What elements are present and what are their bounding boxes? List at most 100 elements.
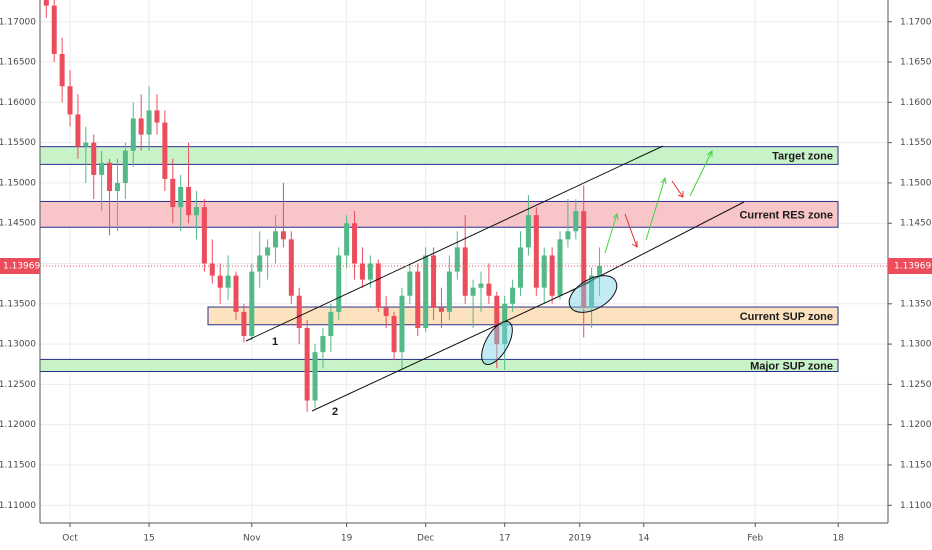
candle-body [541, 255, 547, 288]
candle-body [209, 263, 215, 276]
arrow [671, 180, 684, 198]
y-tick-label-left: 1.16500 [0, 58, 36, 68]
candle-body [438, 307, 444, 312]
annotation: 1 [272, 336, 278, 348]
candle-body [494, 295, 500, 345]
candle-body [352, 223, 358, 264]
candle-body [249, 271, 255, 337]
zone [40, 146, 839, 165]
candle-body [99, 162, 105, 175]
x-tick-label: 14 [638, 534, 650, 544]
trend-line [311, 281, 591, 412]
candle-body [138, 118, 144, 135]
candle-body [589, 275, 595, 308]
candles [43, 0, 603, 412]
trend-line [245, 145, 664, 342]
candle-body [486, 283, 492, 296]
candle-body [280, 231, 286, 240]
candle-body [217, 275, 223, 288]
y-tick-label: 1.13500 [900, 299, 932, 309]
candle-body [130, 118, 136, 151]
x-tick-label: Oct [62, 534, 78, 544]
candle-body [233, 275, 239, 312]
candle-body [399, 295, 405, 353]
zones [40, 146, 839, 372]
candle-body [518, 247, 524, 288]
candle-body [383, 307, 389, 316]
zone [207, 306, 839, 326]
candle-body [59, 53, 65, 87]
x-tick-label: Dec [417, 534, 434, 544]
y-tick-label-left: 1.15500 [0, 138, 36, 148]
candle-body [407, 271, 413, 296]
zone-label: Major SUP zone [750, 360, 833, 372]
candle-body [581, 211, 587, 308]
y-tick-label: 1.13000 [900, 340, 932, 350]
x-tick-label: Nov [243, 534, 261, 544]
y-tick-label-left: 1.11500 [0, 460, 36, 470]
candle-body [91, 142, 97, 175]
candle-body [288, 239, 294, 296]
candle-body [431, 255, 437, 308]
last-price-label-left: 1.13969 [3, 262, 40, 272]
y-tick-label: 1.17000 [900, 17, 932, 27]
candle-body [470, 287, 476, 296]
y-tick-label-left: 1.17000 [0, 17, 36, 27]
y-tick-label: 1.11500 [900, 460, 932, 470]
ellipse [568, 275, 618, 313]
candle-body [75, 114, 81, 147]
x-tick-label: 18 [832, 534, 844, 544]
y-tick-label-left: 1.15000 [0, 178, 36, 188]
y-tick-label: 1.16000 [900, 98, 932, 108]
candle-body [391, 315, 397, 353]
candle-body [312, 352, 318, 401]
candle-body [170, 178, 176, 208]
x-tick-label: Feb [747, 534, 763, 544]
x-tick-label: 2019 [568, 534, 591, 544]
candle-body [265, 247, 271, 256]
arrow [624, 213, 638, 248]
y-tick-label-left: 1.12500 [0, 380, 36, 390]
candle-body [107, 162, 113, 191]
zone-label: Current SUP zone [740, 311, 833, 323]
last-price-box-left [0, 258, 40, 275]
candle-body [178, 186, 184, 208]
x-tick-label: 17 [499, 534, 510, 544]
zone-label: Current RES zone [739, 209, 833, 221]
candle-body [273, 231, 279, 248]
y-tick-label-left: 1.13000 [0, 340, 36, 350]
candle-body [462, 247, 468, 296]
candle-body [193, 207, 199, 216]
candle-body [502, 303, 508, 345]
candle-body [320, 336, 326, 353]
candle-body [375, 263, 381, 308]
candle-body [225, 275, 231, 288]
candle-body [296, 295, 302, 328]
candle-body [201, 207, 207, 264]
candle-body [51, 5, 57, 54]
zone [40, 200, 839, 228]
x-tick-label: 15 [143, 534, 154, 544]
annotation: 2 [332, 406, 338, 418]
candle-body [336, 255, 342, 312]
drawings [245, 145, 745, 412]
y-tick-label: 1.12000 [900, 420, 932, 430]
y-tick-label-left: 1.16000 [0, 98, 36, 108]
x-tick-label: 19 [341, 534, 353, 544]
candle-body [359, 263, 365, 280]
y-tick-label: 1.15000 [900, 178, 932, 188]
arrow [645, 176, 667, 241]
candle-body [597, 266, 603, 276]
ellipse [481, 321, 513, 365]
y-tick-label: 1.14500 [900, 219, 932, 229]
zone-label: Target zone [772, 150, 833, 162]
candle-body [415, 271, 421, 328]
last-price-box [888, 258, 932, 275]
zone [40, 358, 839, 372]
candle-body [122, 150, 128, 183]
candle-body [423, 255, 429, 328]
candle-body [328, 311, 334, 337]
candle-body [525, 215, 531, 248]
y-tick-label: 1.16500 [900, 58, 932, 68]
